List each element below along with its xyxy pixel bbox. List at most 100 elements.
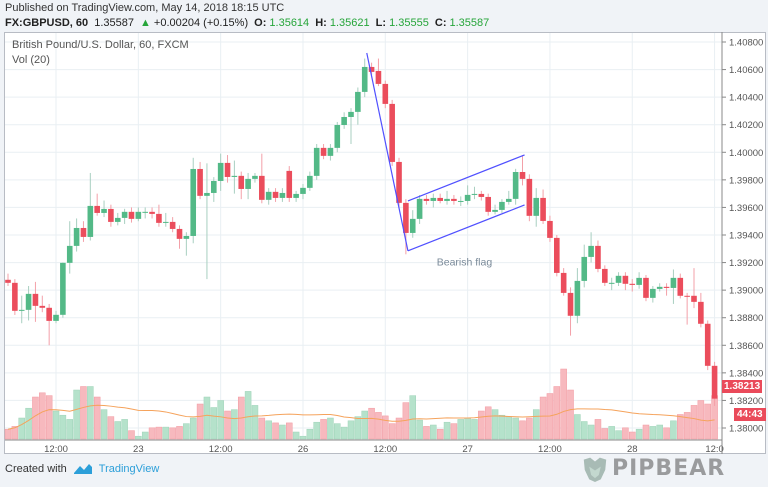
candle-body: [533, 197, 540, 216]
candle-body: [101, 208, 107, 213]
flag-lower-line: [407, 204, 525, 252]
y-tick-label: 1.39200: [729, 258, 763, 269]
volume-bar: [155, 426, 163, 440]
volume-bar: [416, 419, 423, 440]
candle-body: [670, 277, 677, 288]
candle-body: [656, 286, 663, 289]
created-with-label: Created with: [5, 463, 67, 475]
volume-bar: [683, 412, 691, 440]
volume-bar: [258, 417, 266, 440]
candle-body: [217, 162, 224, 181]
close-value: 1.35587: [449, 17, 490, 29]
volume-bar: [327, 417, 334, 440]
candle-body: [478, 193, 485, 197]
volume-bar: [114, 421, 122, 440]
candle-body: [499, 201, 505, 210]
volume-bar: [690, 405, 698, 440]
candle-body: [204, 192, 210, 196]
volume-bar: [169, 427, 176, 440]
last-price: 1.35587: [94, 17, 134, 29]
candle-body: [327, 147, 334, 156]
candle-body: [94, 205, 100, 213]
volume-bar: [32, 396, 39, 440]
volume-bar: [649, 426, 657, 440]
candle-body: [361, 66, 368, 92]
change: +0.00204 (+0.15%): [153, 17, 249, 29]
candle-body: [423, 198, 430, 201]
candle-body: [162, 221, 169, 223]
volume-bar: [395, 417, 403, 440]
volume-bar: [265, 420, 272, 440]
volume-bar: [553, 386, 561, 440]
volume-bar: [80, 386, 87, 440]
y-tick-label: 1.39600: [729, 203, 763, 214]
volume-bar: [107, 416, 115, 440]
candle-body: [60, 262, 66, 315]
volume-bar: [670, 420, 677, 440]
volume-bar: [196, 403, 204, 440]
candle-body: [135, 211, 142, 219]
volume-bar: [368, 407, 375, 440]
volume-bar: [498, 414, 506, 440]
volume-bar: [423, 426, 430, 440]
candle-body: [313, 147, 320, 176]
volume-bar: [471, 419, 478, 440]
x-tick-label: 12:00: [44, 444, 68, 455]
volume-bar: [148, 427, 156, 440]
candle-body: [32, 293, 39, 306]
volume-bar: [11, 426, 19, 440]
candle-body: [121, 211, 128, 218]
tradingview-link[interactable]: TradingView: [98, 463, 160, 475]
volume-bar: [436, 428, 444, 440]
volume-bar: [128, 430, 135, 440]
candle-body: [286, 170, 293, 198]
candle-body: [142, 211, 148, 213]
volume-bar: [532, 409, 540, 440]
volume-bar: [382, 415, 389, 440]
volume-bar: [580, 421, 588, 440]
candle-body: [375, 70, 382, 84]
volume-bar: [642, 424, 650, 440]
volume-bar: [25, 407, 32, 440]
candle-body: [341, 116, 347, 125]
candle-body: [279, 192, 286, 198]
candle-body: [471, 193, 478, 195]
candle-body: [505, 198, 512, 202]
candle-body: [307, 175, 313, 188]
candle-body: [176, 228, 183, 239]
x-tick-label: 27: [462, 444, 473, 455]
candle-body: [211, 180, 217, 193]
candle-body: [691, 295, 697, 302]
candle-body: [711, 365, 718, 399]
volume-bar: [340, 426, 348, 440]
candle-body: [73, 227, 80, 246]
volume-bar: [176, 426, 183, 440]
y-tick-label: 1.38400: [729, 368, 763, 379]
candle-body: [389, 103, 395, 162]
volume-bar: [18, 417, 25, 440]
volume-bar: [66, 419, 73, 440]
candle-body: [602, 268, 608, 283]
y-tick-label: 1.38800: [729, 313, 763, 324]
volume-bar: [567, 389, 574, 440]
candle-body: [409, 218, 416, 233]
volume-bar: [286, 422, 293, 440]
volume-bar: [388, 423, 396, 440]
x-tick-label: 26: [298, 444, 309, 455]
published-line: Published on TradingView.com, May 14, 20…: [5, 2, 285, 14]
series-legend: British Pound/U.S. Dollar, 60, FXCM: [12, 39, 189, 51]
volume-bar: [272, 422, 279, 440]
candle-body: [567, 292, 574, 316]
volume-bar: [375, 412, 382, 440]
candle-body: [245, 178, 251, 189]
y-tick-label: 1.40600: [729, 65, 763, 76]
candle-body: [403, 202, 409, 233]
high-value: 1.35621: [329, 17, 370, 29]
volume-ma-line: [7, 404, 715, 430]
candle-body: [348, 111, 354, 117]
y-tick-label: 1.40200: [729, 120, 763, 131]
volume-bar: [93, 396, 101, 440]
volume-bar: [100, 409, 108, 440]
volume-bar: [299, 435, 307, 440]
